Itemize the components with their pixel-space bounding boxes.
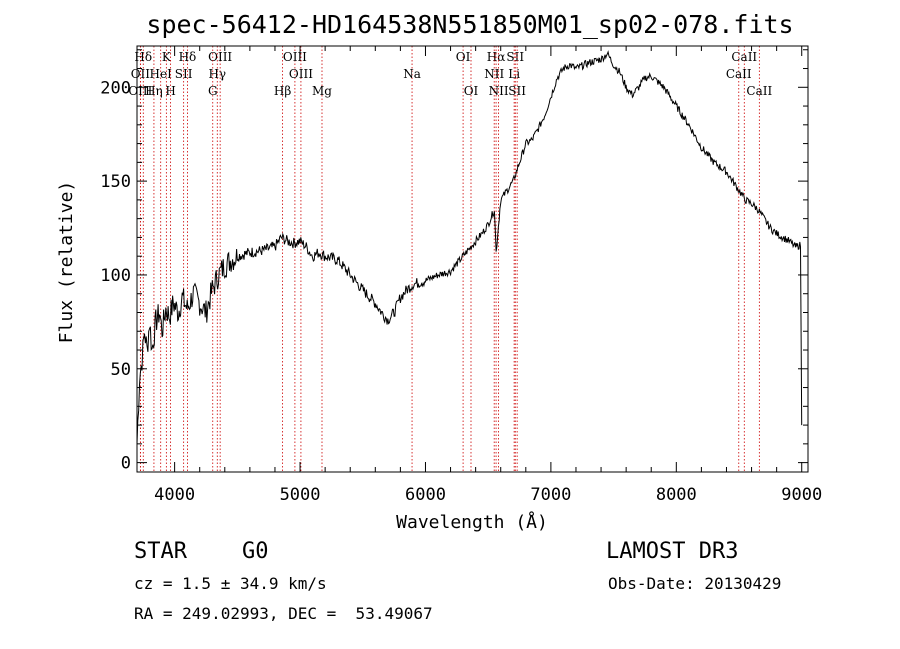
plot-frame (136, 45, 809, 473)
line-marker-label: OI (464, 84, 479, 98)
survey-name: LAMOST DR3 (606, 539, 739, 564)
line-marker-label: SII (175, 67, 193, 81)
observation-date: Obs-Date: 20130429 (608, 574, 782, 593)
coordinates: RA = 249.02993, DEC = 53.49067 (134, 604, 433, 623)
line-marker-label: NII (489, 84, 509, 98)
spectrum-series (136, 50, 803, 445)
line-marker-label: HeI (150, 67, 173, 81)
y-axis-label: Flux (relative) (56, 181, 77, 344)
object-subclass: G0 (242, 539, 269, 564)
line-marker-label: CaII (731, 50, 757, 64)
x-tick-label: 9000 (781, 485, 822, 505)
y-tick-label: 100 (100, 266, 131, 286)
line-marker-label: OIII (283, 50, 307, 64)
line-marker-label: SII (508, 84, 526, 98)
line-marker-label: SII (506, 50, 524, 64)
spectrum-line (136, 50, 803, 445)
line-marker-label: G (208, 84, 218, 98)
line-marker-label: Hγ (208, 67, 226, 81)
y-axis-ticks: 0 50 100 150 200 (100, 49, 808, 474)
y-tick-label: 50 (111, 360, 131, 380)
redshift-cz: cz = 1.5 ± 34.9 km/s (134, 574, 327, 593)
x-axis-ticks: 4000 5000 6000 7000 8000 9000 (154, 46, 822, 505)
x-tick-label: 6000 (405, 485, 446, 505)
line-marker-label: Mg (312, 84, 332, 98)
chart-title: spec-56412-HD164538N551850M01_sp02-078.f… (146, 10, 793, 39)
line-marker-label: NII (484, 67, 504, 81)
y-tick-label: 200 (100, 78, 131, 98)
object-class: STAR (134, 539, 187, 564)
line-marker-label: Hδ (179, 50, 197, 64)
line-marker-label: OI (456, 50, 471, 64)
x-tick-label: 5000 (280, 485, 321, 505)
x-tick-label: 7000 (530, 485, 571, 505)
line-marker-label: OIII (208, 50, 232, 64)
line-marker-label: K (162, 50, 172, 64)
line-marker-label: Hδ (134, 50, 152, 64)
line-marker-label: Hα (487, 50, 506, 64)
line-marker-label: H (165, 84, 175, 98)
line-marker-label: Hη (145, 84, 163, 98)
x-axis-label: Wavelength (Å) (396, 511, 548, 533)
x-tick-label: 8000 (656, 485, 697, 505)
x-tick-label: 4000 (154, 485, 195, 505)
y-tick-label: 0 (121, 454, 131, 474)
line-marker-label: OIII (289, 67, 313, 81)
y-tick-label: 150 (100, 172, 131, 192)
line-marker-label: CaII (726, 67, 752, 81)
line-marker-label: Li (508, 67, 520, 81)
line-marker-label: Hβ (274, 84, 291, 98)
line-marker-label: Na (403, 67, 421, 81)
line-marker-label: CaII (746, 84, 772, 98)
